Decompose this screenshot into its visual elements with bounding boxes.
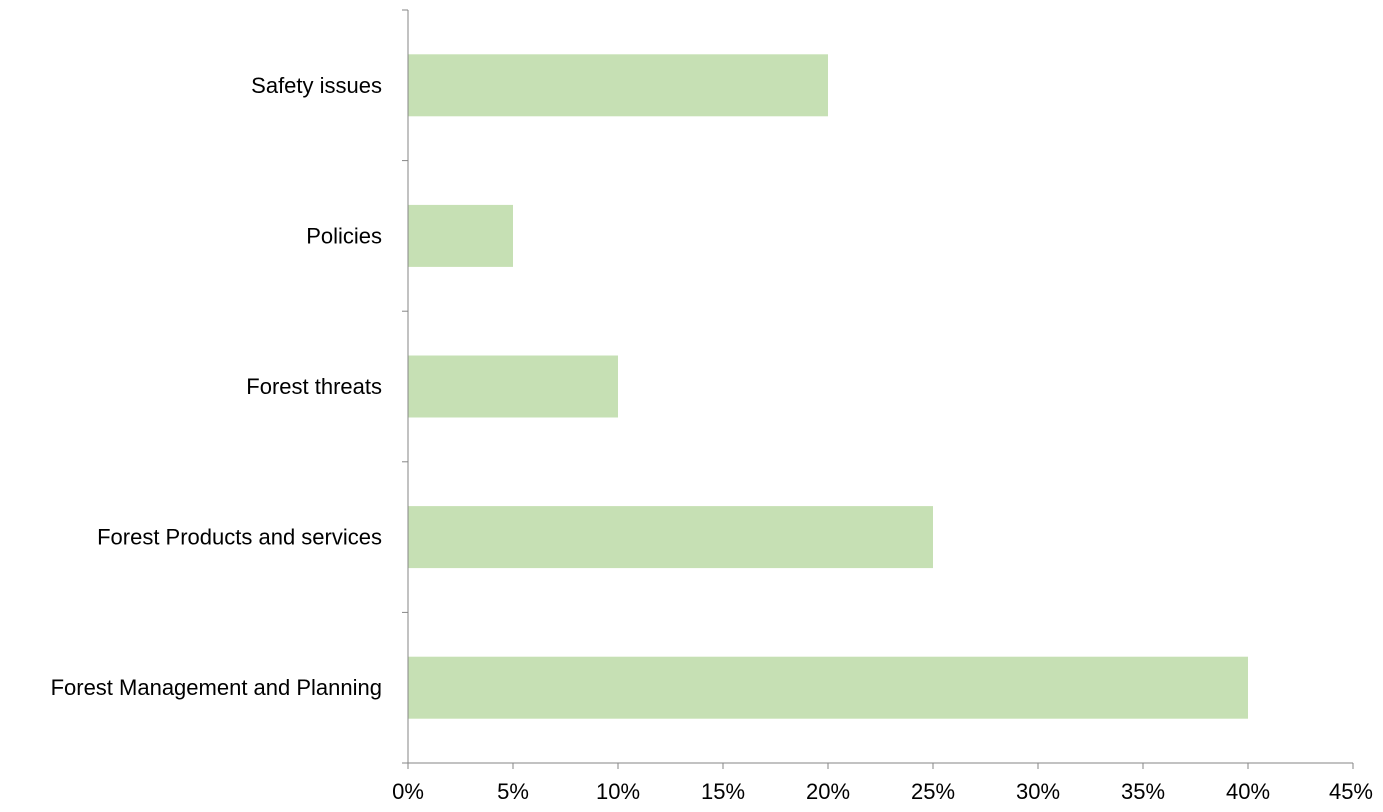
x-tick-label: 45% [1329,779,1373,804]
category-label-forest-products-and-services: Forest Products and services [97,525,382,550]
bar-forest-products-and-services [408,506,933,569]
x-tick-label: 30% [1016,779,1060,804]
x-tick-label: 20% [806,779,850,804]
x-tick-label: 10% [596,779,640,804]
category-label-forest-management-and-planning: Forest Management and Planning [51,675,382,700]
y-axis-ticks-group [402,9,408,764]
bar-policies [408,204,513,267]
bar-forest-threats [408,355,618,418]
axes-group [407,10,1353,764]
bars-group [408,54,1248,719]
x-tick-label: 40% [1226,779,1270,804]
x-tick-label: 25% [911,779,955,804]
x-tick-label: 5% [497,779,529,804]
x-axis-ticks-group: 0% 5% 10% 15% 20% 25% 30% 35% 40% 45% [392,763,1373,804]
category-labels-group: Safety issues Policies Forest threats Fores… [51,73,382,700]
category-label-policies: Policies [306,223,382,248]
bar-forest-management-and-planning [408,656,1248,719]
category-label-forest-threats: Forest threats [246,374,382,399]
bar-safety-issues [408,54,828,117]
x-tick-label: 0% [392,779,424,804]
category-label-safety-issues: Safety issues [251,73,382,98]
x-tick-label: 15% [701,779,745,804]
x-tick-label: 35% [1121,779,1165,804]
